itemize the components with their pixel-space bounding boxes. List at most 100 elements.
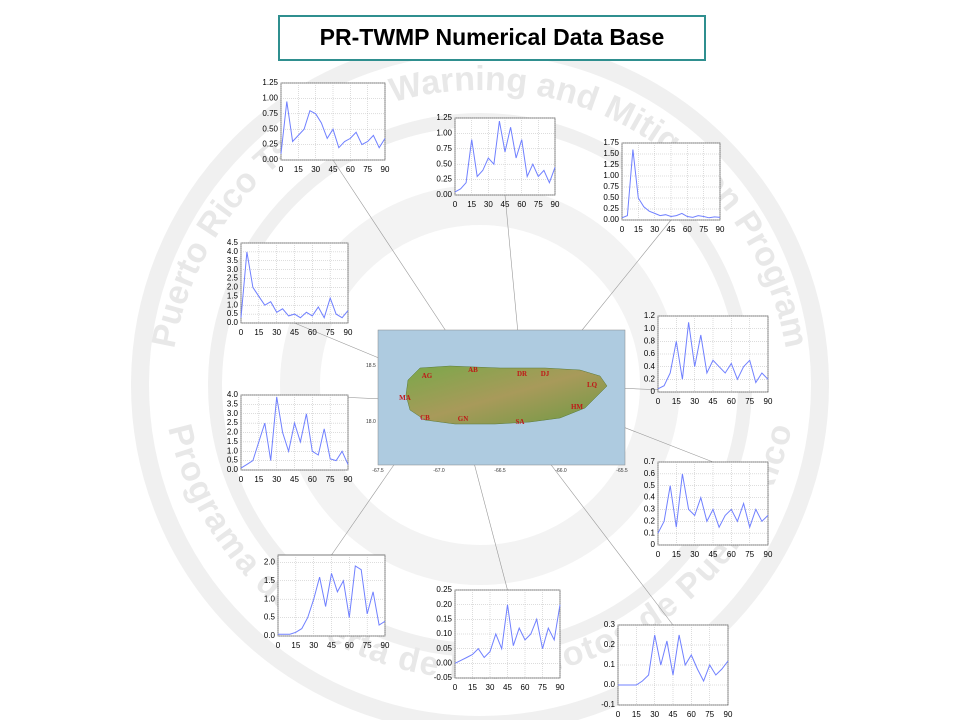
y-tick-label: 0.5 xyxy=(227,456,239,465)
x-tick-label: 30 xyxy=(650,710,659,719)
y-tick-label: 3.5 xyxy=(227,256,239,265)
y-tick-label: 1.00 xyxy=(262,94,278,103)
y-tick-label: 0.0 xyxy=(227,465,239,474)
mini-chart: 0.00.51.01.52.02.53.03.54.04.5 0 15 30 45 60 7… xyxy=(227,238,353,337)
data-line xyxy=(240,396,349,469)
map-label: DJ xyxy=(541,370,550,378)
map-label: SA xyxy=(516,418,525,426)
x-tick-label: 15 xyxy=(294,165,303,174)
y-tick-label: 0 xyxy=(651,540,656,549)
x-tick-label: 60 xyxy=(517,200,526,209)
y-tick-label: 0.5 xyxy=(644,481,656,490)
data-line xyxy=(454,604,561,664)
x-tick-label: 60 xyxy=(521,683,530,692)
y-tick-label: 0.4 xyxy=(644,362,656,371)
y-tick-label: -0.05 xyxy=(434,673,453,682)
y-tick-label: 0.00 xyxy=(262,155,278,164)
x-tick-label: 0 xyxy=(239,328,244,337)
y-tick-label: 0.4 xyxy=(644,493,656,502)
x-tick-label: 15 xyxy=(632,710,641,719)
y-tick-label: 0.10 xyxy=(436,629,452,638)
y-tick-label: 0.0 xyxy=(264,631,276,640)
map-lon-label: -66.5 xyxy=(494,468,506,474)
x-tick-label: 0 xyxy=(656,397,661,406)
x-tick-label: 90 xyxy=(381,641,390,650)
x-tick-label: 75 xyxy=(326,475,335,484)
x-tick-label: 75 xyxy=(326,328,335,337)
x-tick-label: 75 xyxy=(363,165,372,174)
map-label: AB xyxy=(468,366,478,374)
y-tick-label: 0.6 xyxy=(644,469,656,478)
x-tick-label: 15 xyxy=(254,328,263,337)
y-tick-label: 0.0 xyxy=(227,318,239,327)
y-tick-label: 1.25 xyxy=(436,113,452,122)
data-line xyxy=(657,473,769,534)
x-tick-label: 30 xyxy=(690,397,699,406)
x-tick-label: 15 xyxy=(634,225,643,234)
y-tick-label: 0.1 xyxy=(644,528,656,537)
map-label: GN xyxy=(458,415,469,423)
map-lat-label: 18.5 xyxy=(366,363,376,369)
y-tick-label: 0.7 xyxy=(644,457,656,466)
y-tick-label: 1.0 xyxy=(227,446,239,455)
y-tick-label: 0.50 xyxy=(262,124,278,133)
x-tick-label: 30 xyxy=(309,641,318,650)
map-lon-label: -67.0 xyxy=(433,468,445,474)
title: PR-TWMP Numerical Data Base xyxy=(320,24,665,50)
y-tick-label: 1.5 xyxy=(227,437,239,446)
y-tick-label: 0.3 xyxy=(644,505,656,514)
x-tick-label: 60 xyxy=(687,710,696,719)
x-tick-label: 60 xyxy=(308,328,317,337)
x-tick-label: 75 xyxy=(699,225,708,234)
y-tick-label: 2.5 xyxy=(227,418,239,427)
mini-chart: 0.0 0.5 1.0 1.5 2.0 0 15 30 45 60 75 90 xyxy=(264,554,390,650)
x-tick-label: 0 xyxy=(239,475,244,484)
data-line xyxy=(454,121,556,193)
data-line xyxy=(280,101,386,154)
x-tick-label: 30 xyxy=(650,225,659,234)
y-tick-label: 1.00 xyxy=(603,171,619,180)
x-tick-label: 0 xyxy=(279,165,284,174)
x-tick-label: 60 xyxy=(308,475,317,484)
y-tick-label: 0.00 xyxy=(436,658,452,667)
y-tick-label: 0.75 xyxy=(436,144,452,153)
x-tick-label: 45 xyxy=(709,550,718,559)
y-tick-label: 2.0 xyxy=(264,557,276,566)
y-tick-label: 0.5 xyxy=(264,613,276,622)
x-tick-label: 0 xyxy=(620,225,625,234)
x-tick-label: 90 xyxy=(764,550,773,559)
charts: 0.000.250.500.751.001.250 15 30 45 60 75 900.0… xyxy=(227,78,773,719)
x-tick-label: 90 xyxy=(716,225,725,234)
y-tick-label: 2.5 xyxy=(227,274,239,283)
x-tick-label: 75 xyxy=(363,641,372,650)
y-tick-label: 0.25 xyxy=(603,204,619,213)
mini-chart: 0.00 0.25 0.50 0.75 1.00 1.25 1.50 1.75 0 15 30 45 6… xyxy=(603,138,725,234)
x-tick-label: 15 xyxy=(672,550,681,559)
map-label: HM xyxy=(571,403,583,411)
y-tick-label: 0.8 xyxy=(644,336,656,345)
x-tick-label: 15 xyxy=(254,475,263,484)
y-tick-label: 0.05 xyxy=(436,644,452,653)
map-label: MA xyxy=(399,394,411,402)
x-tick-label: 15 xyxy=(467,200,476,209)
x-tick-label: 45 xyxy=(667,225,676,234)
y-tick-label: 0.25 xyxy=(262,140,278,149)
y-tick-label: 0.15 xyxy=(436,614,452,623)
x-tick-label: 45 xyxy=(329,165,338,174)
y-tick-label: -0.1 xyxy=(601,700,615,709)
x-tick-label: 30 xyxy=(486,683,495,692)
y-tick-label: 3.0 xyxy=(227,265,239,274)
x-tick-label: 75 xyxy=(534,200,543,209)
x-tick-label: 90 xyxy=(344,475,353,484)
y-tick-label: 0.20 xyxy=(436,600,452,609)
y-tick-label: 1.00 xyxy=(436,129,452,138)
y-tick-label: 0.3 xyxy=(604,620,616,629)
y-tick-label: 0.00 xyxy=(436,190,452,199)
x-tick-label: 60 xyxy=(345,641,354,650)
mini-chart: 0.00 0.25 0.50 0.75 1.00 1.25 0 15 30 45 60 75 90 xyxy=(436,113,560,209)
map xyxy=(377,329,626,466)
x-tick-label: 30 xyxy=(311,165,320,174)
x-tick-label: 45 xyxy=(327,641,336,650)
x-tick-label: 15 xyxy=(468,683,477,692)
